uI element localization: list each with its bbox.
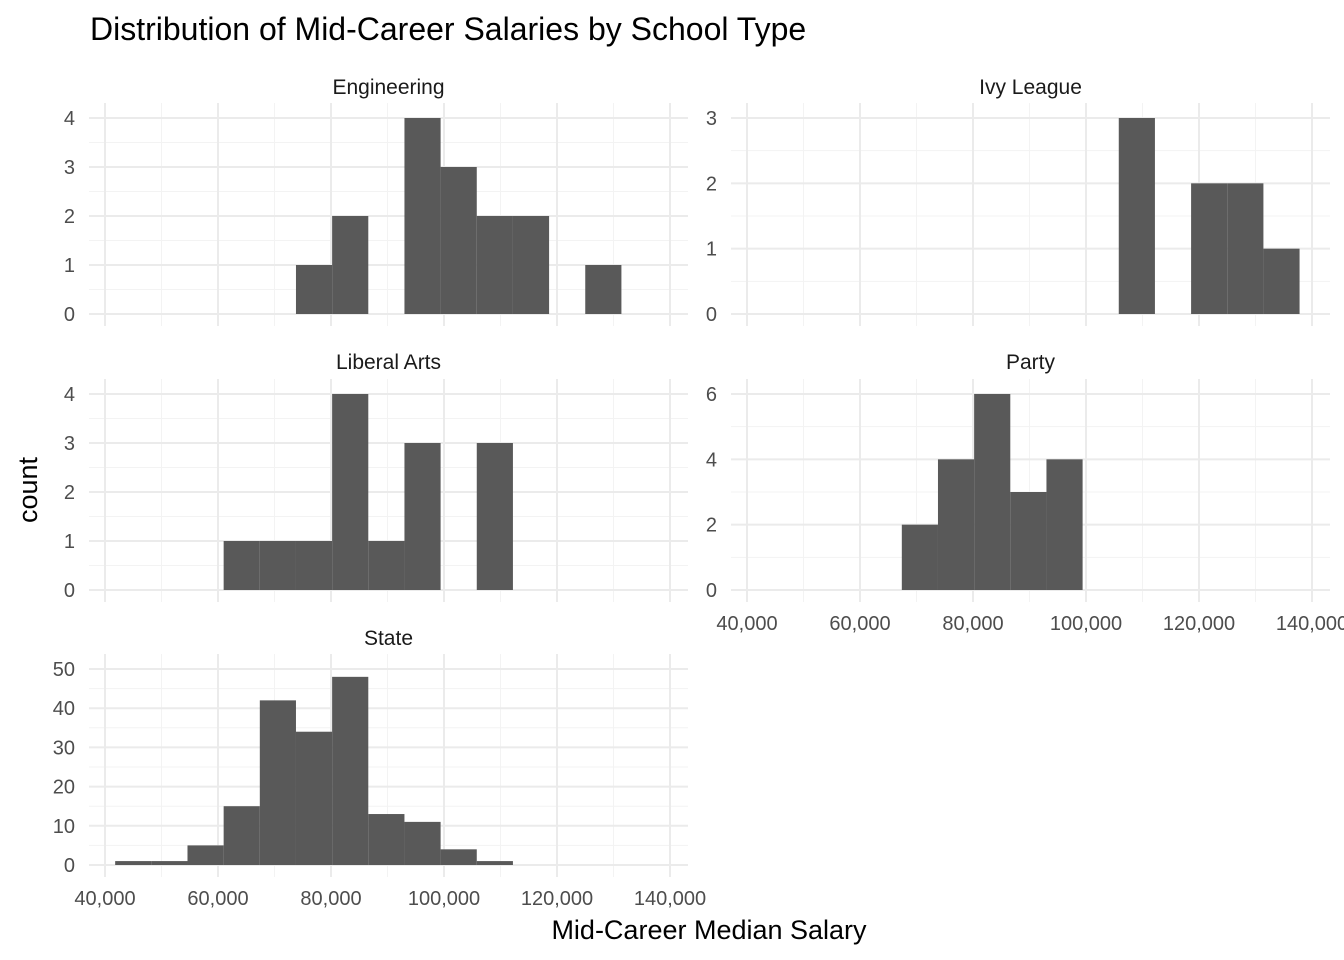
histogram-bar <box>404 443 441 590</box>
y-tick-label: 1 <box>64 255 75 277</box>
histogram-bar <box>368 814 405 865</box>
chart-title: Distribution of Mid-Career Salaries by S… <box>90 11 806 47</box>
histogram-bar <box>585 265 622 314</box>
histogram-bar <box>295 541 333 590</box>
facet-strip-label: Party <box>1006 351 1056 374</box>
histogram-bar <box>223 806 260 865</box>
x-tick-label: 140,000 <box>634 888 706 910</box>
y-tick-label: 4 <box>64 384 75 406</box>
y-tick-label: 0 <box>64 304 75 326</box>
histogram-bar <box>223 541 260 590</box>
y-tick-label: 4 <box>64 108 75 130</box>
histogram-bar <box>368 541 405 590</box>
histogram-bar <box>332 394 369 590</box>
panel-engineering: 0 1 2 3 4 Engineering <box>64 76 688 326</box>
x-tick-label: 120,000 <box>521 888 593 910</box>
facet-strip-label: Ivy League <box>979 76 1082 99</box>
x-tick-label: 80,000 <box>300 888 361 910</box>
histogram-bar <box>151 861 188 865</box>
histogram-bar <box>974 394 1011 590</box>
histogram-bar <box>332 676 369 865</box>
histogram-bar <box>1046 459 1083 590</box>
histogram-bar <box>512 216 550 314</box>
y-tick-label: 0 <box>706 580 717 602</box>
y-tick-label: 2 <box>64 206 75 228</box>
histogram-bar <box>295 731 333 865</box>
histogram-bar <box>476 443 513 590</box>
histogram-bar <box>476 216 513 314</box>
y-tick-label: 3 <box>706 108 717 130</box>
y-tick-label: 10 <box>53 816 75 838</box>
facet-panels: 0 1 2 3 4 Engineering 0 1 2 3 Ivy League 0 1 2 3 4 Liber… <box>53 76 1344 910</box>
histogram-bar <box>259 700 296 865</box>
y-tick-label: 3 <box>64 157 75 179</box>
x-tick-label: 100,000 <box>408 888 480 910</box>
x-tick-label: 80,000 <box>942 613 1003 635</box>
x-tick-label: 120,000 <box>1163 613 1235 635</box>
x-tick-label: 100,000 <box>1050 613 1122 635</box>
histogram-bar <box>937 459 975 590</box>
histogram-bar <box>404 821 441 865</box>
y-tick-label: 30 <box>53 737 75 759</box>
y-tick-label: 20 <box>53 777 75 799</box>
panel-ivy-league: 0 1 2 3 Ivy League <box>706 76 1330 326</box>
histogram-bar <box>295 265 333 314</box>
y-tick-label: 40 <box>53 698 75 720</box>
y-tick-label: 50 <box>53 659 75 681</box>
x-tick-label: 40,000 <box>74 888 135 910</box>
y-tick-label: 3 <box>64 433 75 455</box>
histogram-bar <box>115 861 152 865</box>
histogram-bar <box>404 118 441 314</box>
y-tick-label: 0 <box>64 855 75 877</box>
histogram-bar <box>1118 118 1155 314</box>
facet-strip-label: State <box>364 627 413 650</box>
histogram-bar <box>1263 248 1300 314</box>
x-axis-title: Mid-Career Median Salary <box>551 915 867 945</box>
histogram-bar <box>187 845 224 865</box>
histogram-bar <box>1191 183 1228 314</box>
y-tick-label: 2 <box>64 482 75 504</box>
histogram-bar <box>440 167 477 314</box>
y-axis-title: count <box>13 456 43 523</box>
y-tick-label: 4 <box>706 449 717 471</box>
y-tick-label: 2 <box>706 173 717 195</box>
histogram-bar <box>259 541 296 590</box>
histogram-bar <box>476 861 513 865</box>
histogram-bar <box>440 849 477 865</box>
panel-state: 0 10 20 30 40 50 State 40,000 60,000 80,000 100,00… <box>53 627 706 910</box>
histogram-bar <box>901 524 938 590</box>
histogram-bar <box>1010 492 1047 590</box>
x-tick-label: 60,000 <box>829 613 890 635</box>
panel-party: 0 2 4 6 Party 40,000 60,000 80,000 100,000 120,00… <box>706 351 1344 635</box>
y-tick-label: 1 <box>706 239 717 261</box>
y-tick-label: 1 <box>64 531 75 553</box>
histogram-bar <box>1227 183 1264 314</box>
y-tick-label: 6 <box>706 384 717 406</box>
panel-liberal-arts: 0 1 2 3 4 Liberal Arts <box>64 351 688 602</box>
y-tick-label: 2 <box>706 515 717 537</box>
x-tick-label: 40,000 <box>716 613 777 635</box>
y-tick-label: 0 <box>706 304 717 326</box>
x-tick-label: 140,000 <box>1276 613 1344 635</box>
histogram-bar <box>332 216 369 314</box>
y-tick-label: 0 <box>64 580 75 602</box>
x-tick-label: 60,000 <box>187 888 248 910</box>
facet-strip-label: Engineering <box>332 76 444 99</box>
facet-strip-label: Liberal Arts <box>336 351 441 374</box>
